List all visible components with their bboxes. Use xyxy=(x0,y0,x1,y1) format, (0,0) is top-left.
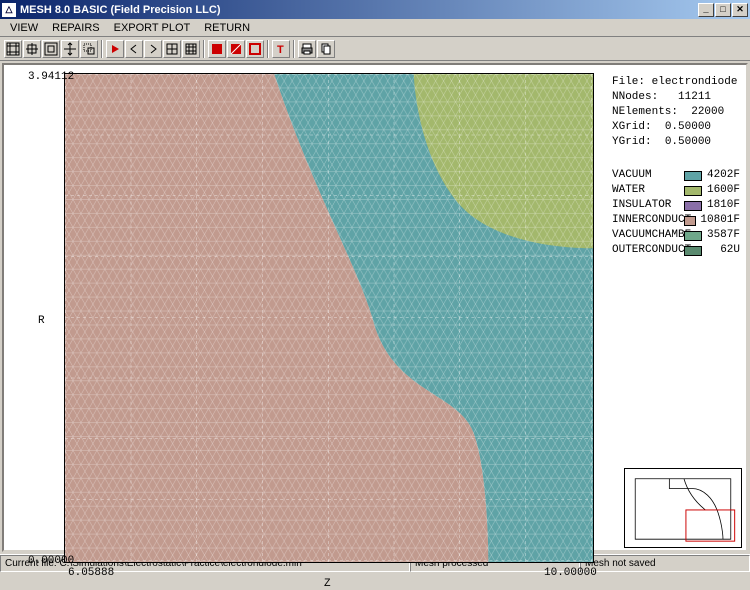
toolbar-separator xyxy=(101,40,103,58)
legend-row: INSULATOR 1810F xyxy=(612,198,740,213)
plot-area-wrapper: 3.94112 0.00000 R 6.05888 10.00000 Z xyxy=(4,65,606,550)
window-buttons: _ □ ✕ xyxy=(698,3,748,17)
xgrid-row: XGrid: 0.50000 xyxy=(612,120,740,135)
title-bar: △ MESH 8.0 BASIC (Field Precision LLC) _… xyxy=(0,0,750,19)
x-max-label: 10.00000 xyxy=(544,567,597,579)
toolbar-separator xyxy=(267,40,269,58)
legend-count: 4202F xyxy=(706,168,740,183)
grid-large-button[interactable] xyxy=(163,40,181,58)
print-button[interactable] xyxy=(298,40,316,58)
legend-swatch xyxy=(684,171,702,181)
nnodes-label: NNodes: xyxy=(612,91,658,103)
y-axis-label: R xyxy=(38,315,45,327)
x-min-label: 6.05888 xyxy=(68,567,114,579)
mesh-plot[interactable] xyxy=(64,73,594,563)
legend-label: VACUUMCHAMBE xyxy=(612,228,684,243)
xgrid-value: 0.50000 xyxy=(665,121,711,133)
grid-fine-button[interactable] xyxy=(182,40,200,58)
zoom-in-button[interactable] xyxy=(23,40,41,58)
menu-return[interactable]: RETURN xyxy=(198,20,256,36)
legend-count: 1600F xyxy=(706,183,740,198)
prev-button[interactable] xyxy=(125,40,143,58)
legend-count: 1810F xyxy=(706,198,740,213)
ygrid-row: YGrid: 0.50000 xyxy=(612,135,740,150)
window-title: MESH 8.0 BASIC (Field Precision LLC) xyxy=(20,4,698,16)
legend-swatch xyxy=(684,201,702,211)
legend-swatch xyxy=(684,186,702,196)
legend-label: WATER xyxy=(612,183,684,198)
ygrid-label: YGrid: xyxy=(612,136,652,148)
legend-count: 10801F xyxy=(700,213,740,228)
menu-view[interactable]: VIEW xyxy=(4,20,44,36)
ygrid-value: 0.50000 xyxy=(665,136,711,148)
main-content: 3.94112 0.00000 R 6.05888 10.00000 Z Fil… xyxy=(2,63,748,552)
play-button[interactable] xyxy=(106,40,124,58)
info-panel: File: electrondiode NNodes: 11211 NEleme… xyxy=(606,65,746,550)
toolbar-separator xyxy=(203,40,205,58)
zoom-window-button[interactable] xyxy=(80,40,98,58)
legend-row: VACUUMCHAMBE 3587F xyxy=(612,228,740,243)
y-min-label: 0.00000 xyxy=(28,555,74,567)
legend-swatch xyxy=(684,216,696,226)
legend-swatch xyxy=(684,231,702,241)
file-row: File: electrondiode xyxy=(612,75,740,90)
nelem-value: 22000 xyxy=(691,106,724,118)
app-icon: △ xyxy=(2,3,16,17)
nelem-row: NElements: 22000 xyxy=(612,105,740,120)
nnodes-value: 11211 xyxy=(678,91,711,103)
y-max-label: 3.94112 xyxy=(28,71,74,83)
next-button[interactable] xyxy=(144,40,162,58)
legend-count: 3587F xyxy=(706,228,740,243)
legend-label: VACUUM xyxy=(612,168,684,183)
legend-label: INSULATOR xyxy=(612,198,684,213)
zoom-out-button[interactable] xyxy=(42,40,60,58)
region-fill-button[interactable] xyxy=(208,40,226,58)
legend-row: VACUUM 4202F xyxy=(612,168,740,183)
toolbar: T xyxy=(0,37,750,61)
copy-button[interactable] xyxy=(317,40,335,58)
close-button[interactable]: ✕ xyxy=(732,3,748,17)
file-value: electrondiode xyxy=(652,76,738,88)
minimize-button[interactable]: _ xyxy=(698,3,714,17)
file-label: File: xyxy=(612,76,645,88)
menu-repairs[interactable]: REPAIRS xyxy=(46,20,105,36)
region-outline-button[interactable] xyxy=(246,40,264,58)
legend-row: INNERCONDUCT 10801F xyxy=(612,213,740,228)
zoom-full-button[interactable] xyxy=(4,40,22,58)
legend: VACUUM4202FWATER1600FINSULATOR1810FINNER… xyxy=(612,168,740,258)
legend-swatch xyxy=(684,246,702,256)
minimap[interactable] xyxy=(624,468,742,548)
text-button[interactable]: T xyxy=(272,40,290,58)
legend-label: OUTERCONDUCT xyxy=(612,243,684,258)
legend-row: WATER 1600F xyxy=(612,183,740,198)
toolbar-separator xyxy=(293,40,295,58)
svg-text:T: T xyxy=(277,44,284,56)
legend-label: INNERCONDUCT xyxy=(612,213,684,228)
nnodes-row: NNodes: 11211 xyxy=(612,90,740,105)
pan-button[interactable] xyxy=(61,40,79,58)
xgrid-label: XGrid: xyxy=(612,121,652,133)
x-axis-label: Z xyxy=(324,578,331,590)
legend-count: 62U xyxy=(706,243,740,258)
legend-row: OUTERCONDUCT 62U xyxy=(612,243,740,258)
menu-export-plot[interactable]: EXPORT PLOT xyxy=(108,20,197,36)
nelem-label: NElements: xyxy=(612,106,678,118)
maximize-button[interactable]: □ xyxy=(715,3,731,17)
region-hatch-button[interactable] xyxy=(227,40,245,58)
status-mesh-saved: Mesh not saved xyxy=(580,555,750,572)
menu-bar: VIEW REPAIRS EXPORT PLOT RETURN xyxy=(0,19,750,37)
